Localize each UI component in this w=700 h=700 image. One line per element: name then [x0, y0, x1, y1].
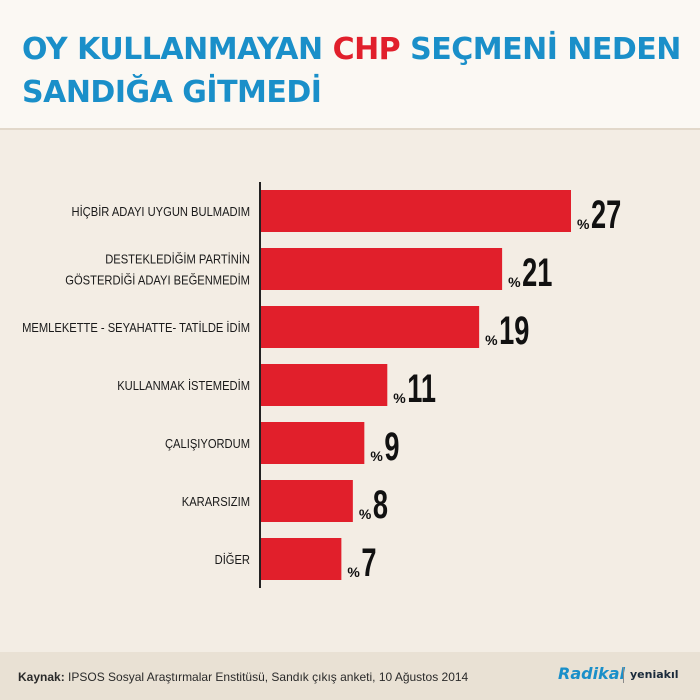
- value-label-6: 8: [373, 483, 388, 527]
- bar-1: [261, 190, 571, 232]
- bar-5: [261, 422, 365, 464]
- value-percent-2: %: [508, 274, 521, 290]
- value-label-1: 27: [591, 193, 621, 237]
- bar-7: [261, 538, 342, 580]
- source-label: Kaynak:: [18, 670, 65, 684]
- bar-chart: HİÇBİR ADAYI UYGUN BULMADIM% 27DESTEKLEDİ…: [22, 182, 621, 588]
- category-label-4: KULLANMAK İSTEMEDİM: [117, 378, 250, 393]
- radikal-logo: Radikal: [558, 664, 625, 683]
- source-text: IPSOS Sosyal Araştırmalar Enstitüsü, San…: [64, 670, 469, 684]
- bar-6: [261, 480, 353, 522]
- source-note: Kaynak: IPSOS Sosyal Araştırmalar Enstit…: [18, 670, 468, 684]
- title-highlight-chp: CHP: [332, 32, 401, 67]
- chart-title: OY KULLANMAYAN CHP SEÇMENİ NEDEN SANDIĞA…: [22, 28, 682, 114]
- category-label-7: DİĞER: [215, 551, 251, 567]
- category-label-6: KARARSIZIM: [182, 494, 250, 509]
- footer-band: [0, 652, 700, 700]
- value-label-5: 9: [384, 425, 399, 469]
- category-label-5: ÇALIŞIYORDUM: [165, 436, 250, 451]
- value-label-7: 7: [361, 541, 376, 585]
- bar-2: [261, 248, 503, 290]
- title-part-2: SEÇMENİ NEDEN SANDIĞA GİTMEDİ: [22, 32, 681, 110]
- value-label-2: 21: [522, 251, 552, 295]
- value-percent-3: %: [485, 332, 498, 348]
- title-part-1: OY KULLANMAYAN: [22, 32, 333, 67]
- bar-4: [261, 364, 388, 406]
- logo-separator: [623, 667, 624, 683]
- value-percent-7: %: [347, 564, 360, 580]
- value-percent-6: %: [359, 506, 372, 522]
- value-percent-4: %: [393, 390, 406, 406]
- category-label-2: DESTEKLEDİĞİM PARTİNİN GÖSTERDİĞİ ADAYI B…: [65, 251, 250, 288]
- value-label-3: 19: [499, 309, 529, 353]
- yeniakil-logo: yeniakıl: [630, 668, 679, 681]
- category-label-3: MEMLEKETTE - SEYAHATTE- TATİLDE İDİM: [22, 320, 250, 335]
- value-percent-1: %: [577, 216, 590, 232]
- value-percent-5: %: [370, 448, 383, 464]
- header-divider: [0, 128, 700, 130]
- value-label-4: 11: [407, 367, 436, 411]
- bar-3: [261, 306, 480, 348]
- header-band: [0, 0, 700, 128]
- category-label-1: HİÇBİR ADAYI UYGUN BULMADIM: [72, 204, 250, 219]
